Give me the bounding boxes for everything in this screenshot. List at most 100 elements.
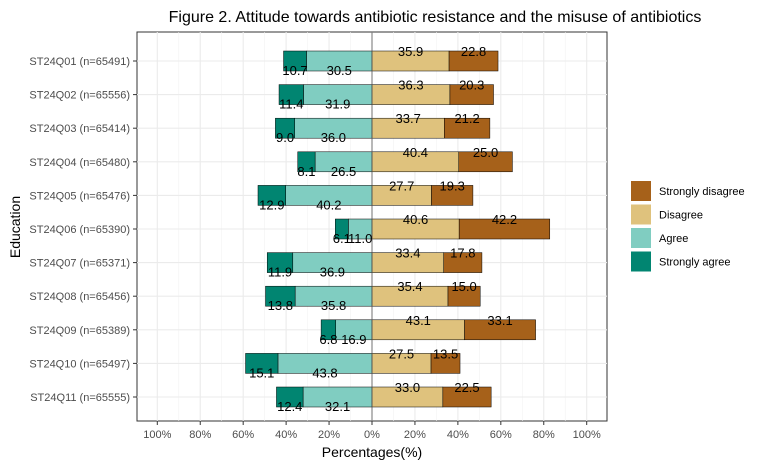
- legend-key: [631, 251, 651, 272]
- data-label-strongly-disagree: 13.5: [433, 346, 458, 361]
- bar-strongly-agree: [245, 353, 279, 374]
- axis-layer: 100% 80% 60% 40% 20% 0% 20% 40% 60% 80% 100%: [143, 421, 601, 441]
- data-label-agree: 40.2: [316, 197, 341, 212]
- data-label-strongly-disagree: 42.2: [492, 212, 517, 227]
- data-label-disagree: 33.7: [396, 111, 421, 126]
- data-label-disagree: 35.4: [397, 279, 422, 294]
- data-label-strongly-disagree: 17.8: [450, 246, 475, 261]
- category-label: ST24Q11 (n=65555): [30, 392, 130, 404]
- data-label-strongly-disagree: 19.3: [440, 178, 465, 193]
- bar-strongly-disagree: [447, 285, 481, 307]
- category-label: ST24Q01 (n=65491): [29, 56, 130, 68]
- data-label-strongly-disagree: 15.0: [451, 279, 476, 294]
- bar-strongly-disagree: [442, 386, 492, 408]
- data-label-agree: 26.5: [331, 164, 356, 179]
- bar-strongly-disagree: [458, 151, 513, 173]
- bar-strongly-disagree: [448, 50, 499, 72]
- x-tick-label: 60%: [232, 429, 254, 441]
- data-label-disagree: 27.5: [389, 346, 414, 361]
- category-label: ST24Q10 (n=65497): [29, 358, 130, 370]
- x-tick-label: 20%: [404, 429, 426, 441]
- category-label: ST24Q03 (n=65414): [29, 123, 130, 135]
- data-label-agree: 35.8: [321, 298, 346, 313]
- data-label-strongly-agree: 6.8: [319, 332, 337, 347]
- data-label-disagree: 35.9: [398, 44, 423, 59]
- data-label-strongly-disagree: 21.2: [454, 111, 479, 126]
- data-label-strongly-disagree: 22.5: [454, 380, 479, 395]
- category-label: ST24Q05 (n=65476): [29, 190, 130, 202]
- data-label-strongly-agree: 13.8: [268, 298, 293, 313]
- data-label-strongly-agree: 6.1: [333, 231, 351, 246]
- bars-layer: [245, 32, 551, 421]
- data-label-agree: 31.9: [325, 97, 350, 112]
- data-label-disagree: 40.4: [403, 145, 428, 160]
- data-label-disagree: 43.1: [406, 313, 431, 328]
- category-label: ST24Q04 (n=65480): [29, 157, 130, 169]
- bar-strongly-disagree: [430, 353, 461, 374]
- legend-label: Strongly agree: [659, 257, 731, 269]
- labels-layer: 10.7 30.5 35.9 22.8 ST24Q01 (n=65491) 11.4 31.…: [29, 44, 517, 414]
- category-label: ST24Q07 (n=65371): [29, 258, 130, 270]
- bar-strongly-agree: [257, 185, 286, 206]
- data-label-strongly-disagree: 33.1: [487, 313, 512, 328]
- x-tick-label: 60%: [490, 429, 512, 441]
- x-tick-label: 20%: [318, 429, 340, 441]
- data-label-agree: 11.0: [348, 231, 372, 246]
- category-label: ST24Q08 (n=65456): [29, 291, 130, 303]
- bar-strongly-agree: [266, 252, 294, 273]
- chart-title: Figure 2. Attitude towards antibiotic re…: [169, 9, 702, 26]
- data-label-strongly-agree: 11.9: [268, 265, 292, 280]
- category-label: ST24Q06 (n=65390): [29, 224, 130, 236]
- x-tick-label: 0%: [364, 429, 380, 441]
- data-label-agree: 30.5: [327, 63, 352, 78]
- bar-strongly-disagree: [443, 252, 483, 273]
- data-label-disagree: 27.7: [389, 178, 414, 193]
- data-label-strongly-agree: 12.9: [259, 197, 284, 212]
- data-label-strongly-agree: 10.7: [282, 63, 307, 78]
- bar-strongly-agree: [320, 319, 336, 341]
- bar-strongly-disagree: [444, 117, 491, 139]
- bar-strongly-agree: [335, 218, 349, 240]
- category-label: ST24Q02 (n=65556): [29, 90, 130, 102]
- data-label-strongly-agree: 15.1: [249, 365, 274, 380]
- bar-strongly-disagree: [458, 218, 551, 240]
- data-label-strongly-agree: 12.4: [277, 399, 302, 414]
- x-tick-label: 100%: [573, 429, 601, 441]
- data-label-agree: 43.8: [312, 365, 337, 380]
- bar-strongly-agree: [275, 117, 295, 139]
- data-label-disagree: 33.4: [395, 246, 420, 261]
- bar-strongly-agree: [283, 50, 307, 72]
- data-label-strongly-disagree: 20.3: [459, 78, 484, 93]
- legend-key: [631, 204, 651, 225]
- bar-strongly-disagree: [464, 319, 536, 341]
- bar-strongly-agree: [278, 84, 304, 105]
- legend-key: [631, 228, 651, 248]
- y-axis-title: Education: [7, 196, 23, 258]
- x-tick-label: 40%: [275, 429, 297, 441]
- data-label-strongly-agree: 11.4: [279, 97, 303, 112]
- x-axis-title: Percentages(%): [322, 444, 422, 460]
- data-label-strongly-disagree: 25.0: [473, 145, 498, 160]
- legend-label: Disagree: [659, 210, 703, 222]
- bar-strongly-disagree: [431, 185, 474, 206]
- x-tick-label: 80%: [189, 429, 211, 441]
- data-label-agree: 32.1: [325, 399, 350, 414]
- category-label: ST24Q09 (n=65389): [29, 325, 130, 337]
- legend-label: Agree: [659, 233, 688, 245]
- data-label-agree: 36.0: [321, 130, 346, 145]
- data-label-disagree: 36.3: [398, 78, 423, 93]
- x-tick-label: 80%: [533, 429, 555, 441]
- data-label-strongly-agree: 9.0: [276, 130, 294, 145]
- bar-strongly-disagree: [449, 84, 494, 105]
- data-label-disagree: 40.6: [403, 212, 428, 227]
- legend-label: Strongly disagree: [659, 186, 745, 198]
- data-label-strongly-disagree: 22.8: [461, 44, 486, 59]
- bar-strongly-agree: [297, 151, 316, 173]
- data-label-disagree: 33.0: [395, 380, 420, 395]
- data-label-agree: 16.9: [341, 332, 366, 347]
- bar-strongly-agree: [265, 285, 296, 307]
- data-label-strongly-agree: 8.1: [297, 164, 315, 179]
- x-tick-label: 40%: [447, 429, 469, 441]
